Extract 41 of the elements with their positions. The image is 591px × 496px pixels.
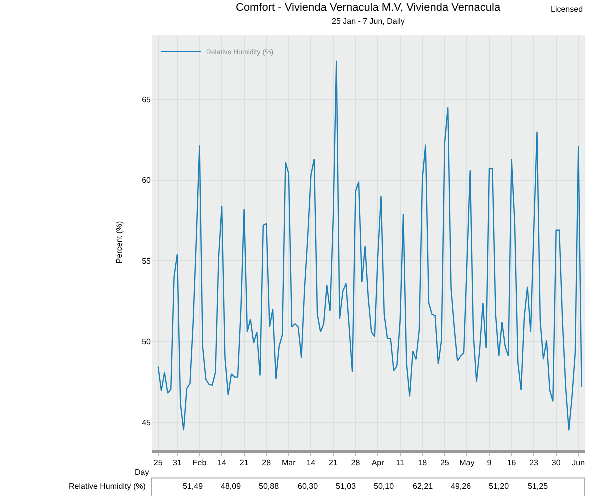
x-tick-label: Apr bbox=[372, 458, 385, 468]
x-tick-label: 25 bbox=[440, 458, 450, 468]
x-tick-label: 21 bbox=[240, 458, 250, 468]
x-tick-label: 28 bbox=[351, 458, 361, 468]
chart-subtitle: 25 Jan - 7 Jun, Daily bbox=[332, 17, 405, 26]
text: 50,10 bbox=[374, 482, 395, 491]
x-tick-label: May bbox=[460, 458, 475, 468]
x-tick-label: 14 bbox=[218, 458, 228, 468]
text: 50,88 bbox=[259, 482, 280, 491]
text: 48,09 bbox=[221, 482, 242, 491]
text: 51,25 bbox=[528, 482, 549, 491]
text: 51,49 bbox=[183, 482, 204, 491]
text: 49,26 bbox=[451, 482, 472, 491]
x-tick-label: 16 bbox=[507, 458, 517, 468]
y-axis-title: Percent (%) bbox=[114, 221, 124, 264]
chart-title: Comfort - Vivienda Vernacula M.V, Vivienda Vernacula bbox=[236, 2, 502, 14]
x-tick-label: 9 bbox=[487, 458, 492, 468]
x-tick-label: Jun bbox=[572, 458, 586, 468]
x-tick-label: 31 bbox=[173, 458, 182, 468]
x-tick-label: 18 bbox=[418, 458, 428, 468]
x-tick-label: Mar bbox=[282, 458, 296, 468]
text: 60,30 bbox=[298, 482, 319, 491]
x-tick-label: 23 bbox=[530, 458, 540, 468]
y-tick-label: 55 bbox=[142, 256, 152, 266]
x-tick-label: 21 bbox=[329, 458, 338, 468]
text: 51,03 bbox=[336, 482, 357, 491]
y-tick-label: 65 bbox=[142, 95, 152, 104]
y-tick-label: 60 bbox=[142, 176, 152, 186]
text: Licensed bbox=[551, 5, 584, 14]
x-tick-label: 14 bbox=[306, 458, 316, 468]
y-tick-label: 50 bbox=[142, 338, 152, 347]
text: 51,20 bbox=[489, 482, 510, 491]
y-tick-label: 45 bbox=[142, 418, 152, 428]
x-axis-title: Day bbox=[135, 468, 150, 477]
x-tick-label: 11 bbox=[396, 458, 406, 468]
x-tick-label: Feb bbox=[192, 458, 208, 468]
x-tick-label: 30 bbox=[552, 458, 562, 468]
text: 62,21 bbox=[413, 482, 434, 491]
x-tick-label: 25 bbox=[154, 458, 164, 468]
x-tick-label: 28 bbox=[262, 458, 272, 468]
text: Relative Humidity (%) bbox=[69, 482, 146, 491]
